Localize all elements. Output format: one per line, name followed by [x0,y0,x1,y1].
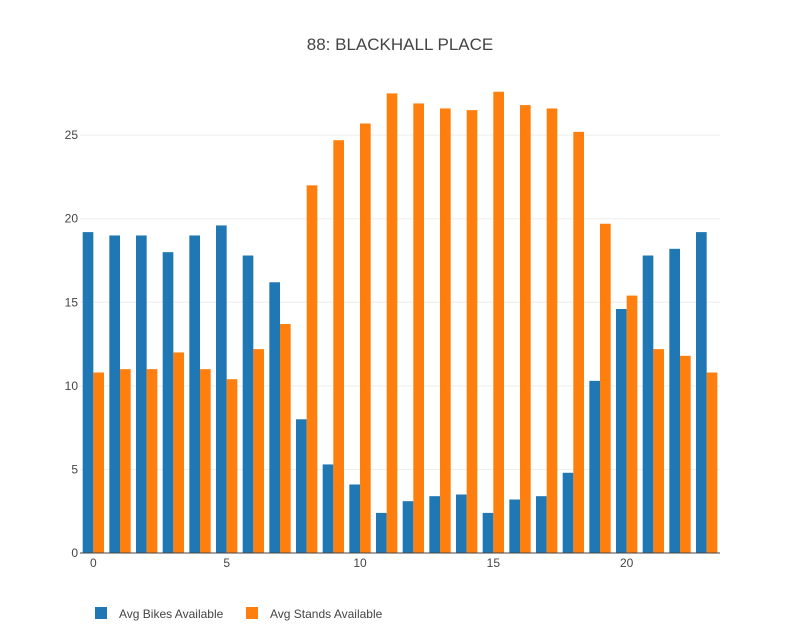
y-tick-label: 15 [65,295,79,309]
bar-stands[interactable] [306,185,318,553]
legend[interactable]: Avg Bikes Available Avg Stands Available [95,607,383,621]
legend-swatch-stands [246,607,258,619]
bar-stands[interactable] [440,108,451,553]
x-tick-label: 0 [90,556,97,570]
y-tick-label: 25 [65,128,79,142]
bar-bikes[interactable] [296,419,307,553]
bar-stands[interactable] [653,349,664,553]
bar-bikes[interactable] [109,235,120,553]
bar-bikes[interactable] [696,232,707,554]
legend-item-stands[interactable]: Avg Stands Available [246,607,383,621]
bar-stands[interactable] [600,223,611,553]
bar-stands[interactable] [333,140,344,553]
bar-bikes[interactable] [162,252,174,554]
bar-bikes[interactable] [562,472,574,553]
bar-bikes[interactable] [482,512,494,553]
bar-bikes[interactable] [642,255,654,553]
bar-bikes[interactable] [456,494,467,553]
y-tick-label: 20 [65,212,79,226]
x-tick-label: 15 [487,556,501,570]
bar-bikes[interactable] [509,499,520,553]
bar-stands[interactable] [626,295,638,553]
legend-item-bikes[interactable]: Avg Bikes Available [95,607,224,621]
y-tick-label: 10 [65,379,79,393]
bar-bikes[interactable] [322,464,334,553]
bar-stands[interactable] [706,372,718,554]
bar-stands[interactable] [466,110,478,554]
x-tick-label: 20 [620,556,634,570]
bar-stands[interactable] [386,93,398,554]
bar-stands[interactable] [280,324,291,553]
x-tick-label: 10 [353,556,367,570]
bar-stands[interactable] [200,369,211,553]
x-axis-ticks: 0 5 10 15 20 [90,556,634,570]
bar-bikes[interactable] [216,225,227,553]
bar-stands[interactable] [520,105,531,553]
bar-bikes[interactable] [269,282,280,553]
y-tick-label: 0 [71,546,78,560]
bar-bikes[interactable] [376,512,387,553]
bar-stands[interactable] [573,131,584,553]
bar-stands[interactable] [93,372,104,554]
legend-label-bikes: Avg Bikes Available [119,607,224,621]
x-tick-label: 5 [223,556,230,570]
bar-stands[interactable] [146,369,158,553]
bar-stands[interactable] [120,369,131,553]
legend-label-stands: Avg Stands Available [270,607,383,621]
bar-bikes[interactable] [82,232,94,554]
bar-bikes[interactable] [536,496,547,553]
bar-stands[interactable] [680,355,691,553]
bar-bikes[interactable] [616,308,627,553]
legend-swatch-bikes [95,607,107,619]
bar-stands[interactable] [173,352,184,553]
grid-lines [80,134,720,470]
bar-bikes[interactable] [669,248,680,553]
bar-bikes[interactable] [429,496,440,553]
bar-stands[interactable] [493,91,504,553]
bar-stands[interactable] [413,103,424,554]
bar-bikes[interactable] [589,380,600,553]
bar-bikes[interactable] [242,255,254,553]
bar-stands[interactable] [253,349,264,553]
bar-bikes[interactable] [402,501,414,553]
bar-bikes[interactable] [189,235,200,553]
bars[interactable] [82,91,718,554]
bar-stands[interactable] [360,123,371,553]
bar-bikes[interactable] [136,235,147,553]
y-tick-label: 5 [71,462,78,476]
bar-bikes[interactable] [349,484,360,553]
bar-stands[interactable] [226,379,238,553]
y-axis-ticks: 0 5 10 15 20 25 [65,128,79,560]
chart-title: 88: BLACKHALL PLACE [307,35,493,54]
bar-stands[interactable] [546,108,558,553]
